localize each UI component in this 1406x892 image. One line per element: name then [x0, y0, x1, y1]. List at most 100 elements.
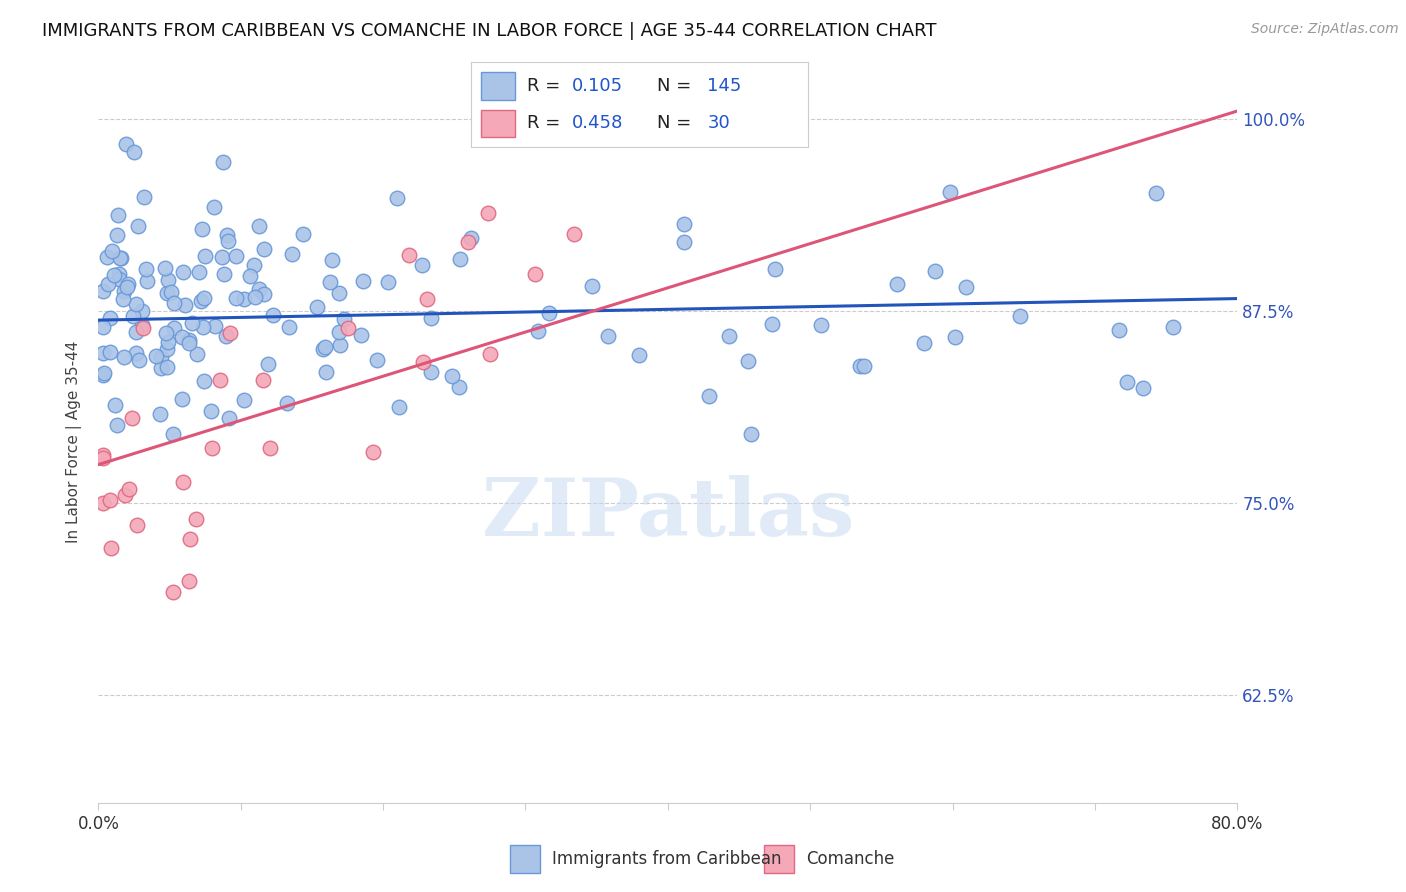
- Point: [329, 338, 352, 352]
- Point: [112, 284, 135, 298]
- Point: [737, 354, 759, 368]
- Point: [412, 355, 434, 369]
- Bar: [765, 845, 794, 872]
- Point: [315, 341, 337, 355]
- Point: [172, 265, 194, 279]
- Point: [105, 228, 128, 243]
- Point: [125, 326, 148, 340]
- Point: [131, 304, 153, 318]
- Point: [157, 334, 180, 349]
- Point: [225, 249, 247, 263]
- Point: [253, 242, 276, 256]
- Point: [162, 584, 184, 599]
- Point: [149, 407, 172, 421]
- Point: [440, 368, 463, 383]
- Text: N =: N =: [657, 114, 696, 132]
- Point: [155, 360, 177, 375]
- Point: [478, 347, 501, 361]
- Point: [202, 200, 225, 214]
- Point: [108, 251, 131, 265]
- Text: 30: 30: [707, 114, 730, 132]
- Point: [193, 320, 215, 334]
- Point: [215, 227, 238, 242]
- Point: [763, 262, 786, 277]
- Point: [943, 330, 966, 344]
- Point: [170, 392, 193, 406]
- Point: [225, 291, 247, 305]
- Point: [212, 155, 235, 169]
- Point: [100, 541, 122, 555]
- Point: [281, 247, 304, 261]
- Point: [218, 411, 240, 425]
- Point: [125, 297, 148, 311]
- Point: [115, 137, 138, 152]
- Point: [135, 261, 157, 276]
- Point: [315, 365, 337, 379]
- Point: [172, 475, 194, 489]
- Point: [194, 249, 217, 263]
- Point: [717, 329, 740, 343]
- Point: [121, 410, 143, 425]
- Point: [955, 280, 977, 294]
- Point: [697, 389, 720, 403]
- Point: [740, 426, 762, 441]
- Point: [420, 365, 443, 379]
- Point: [276, 396, 298, 410]
- Text: Source: ZipAtlas.com: Source: ZipAtlas.com: [1251, 22, 1399, 37]
- Point: [110, 251, 132, 265]
- Point: [184, 512, 207, 526]
- Point: [190, 294, 212, 309]
- Point: [174, 298, 197, 312]
- Y-axis label: In Labor Force | Age 35-44: In Labor Force | Age 35-44: [66, 341, 83, 542]
- Point: [91, 285, 114, 299]
- Point: [118, 482, 141, 496]
- Point: [449, 252, 471, 266]
- Point: [457, 235, 479, 249]
- Text: Immigrants from Caribbean: Immigrants from Caribbean: [551, 849, 782, 868]
- Point: [352, 274, 374, 288]
- Point: [305, 300, 328, 314]
- Point: [187, 265, 209, 279]
- Point: [312, 342, 335, 356]
- Point: [598, 329, 620, 343]
- Point: [163, 320, 186, 334]
- Point: [96, 250, 118, 264]
- Point: [98, 310, 121, 325]
- Point: [328, 285, 350, 300]
- Point: [912, 335, 935, 350]
- Point: [886, 277, 908, 292]
- Text: ZIPatlas: ZIPatlas: [482, 475, 853, 553]
- Point: [411, 258, 433, 272]
- Point: [179, 532, 201, 546]
- Point: [253, 287, 276, 301]
- Point: [127, 517, 149, 532]
- Point: [262, 308, 284, 322]
- Point: [145, 349, 167, 363]
- Point: [204, 319, 226, 334]
- Point: [155, 260, 177, 275]
- Point: [1116, 375, 1139, 389]
- Point: [1161, 319, 1184, 334]
- Point: [101, 244, 124, 258]
- Point: [97, 277, 120, 291]
- Point: [201, 441, 224, 455]
- Point: [98, 345, 121, 359]
- Text: 145: 145: [707, 77, 741, 95]
- Point: [328, 326, 350, 340]
- Point: [179, 574, 201, 588]
- Point: [361, 444, 384, 458]
- Point: [247, 219, 270, 233]
- Bar: [510, 845, 540, 872]
- Point: [336, 320, 359, 334]
- Point: [333, 312, 356, 326]
- Point: [477, 206, 499, 220]
- Point: [127, 219, 149, 234]
- Point: [155, 326, 177, 340]
- Point: [156, 285, 179, 300]
- Point: [93, 367, 115, 381]
- Point: [524, 267, 547, 281]
- Point: [627, 348, 650, 362]
- Point: [117, 277, 139, 292]
- Point: [292, 227, 315, 242]
- Point: [257, 357, 280, 371]
